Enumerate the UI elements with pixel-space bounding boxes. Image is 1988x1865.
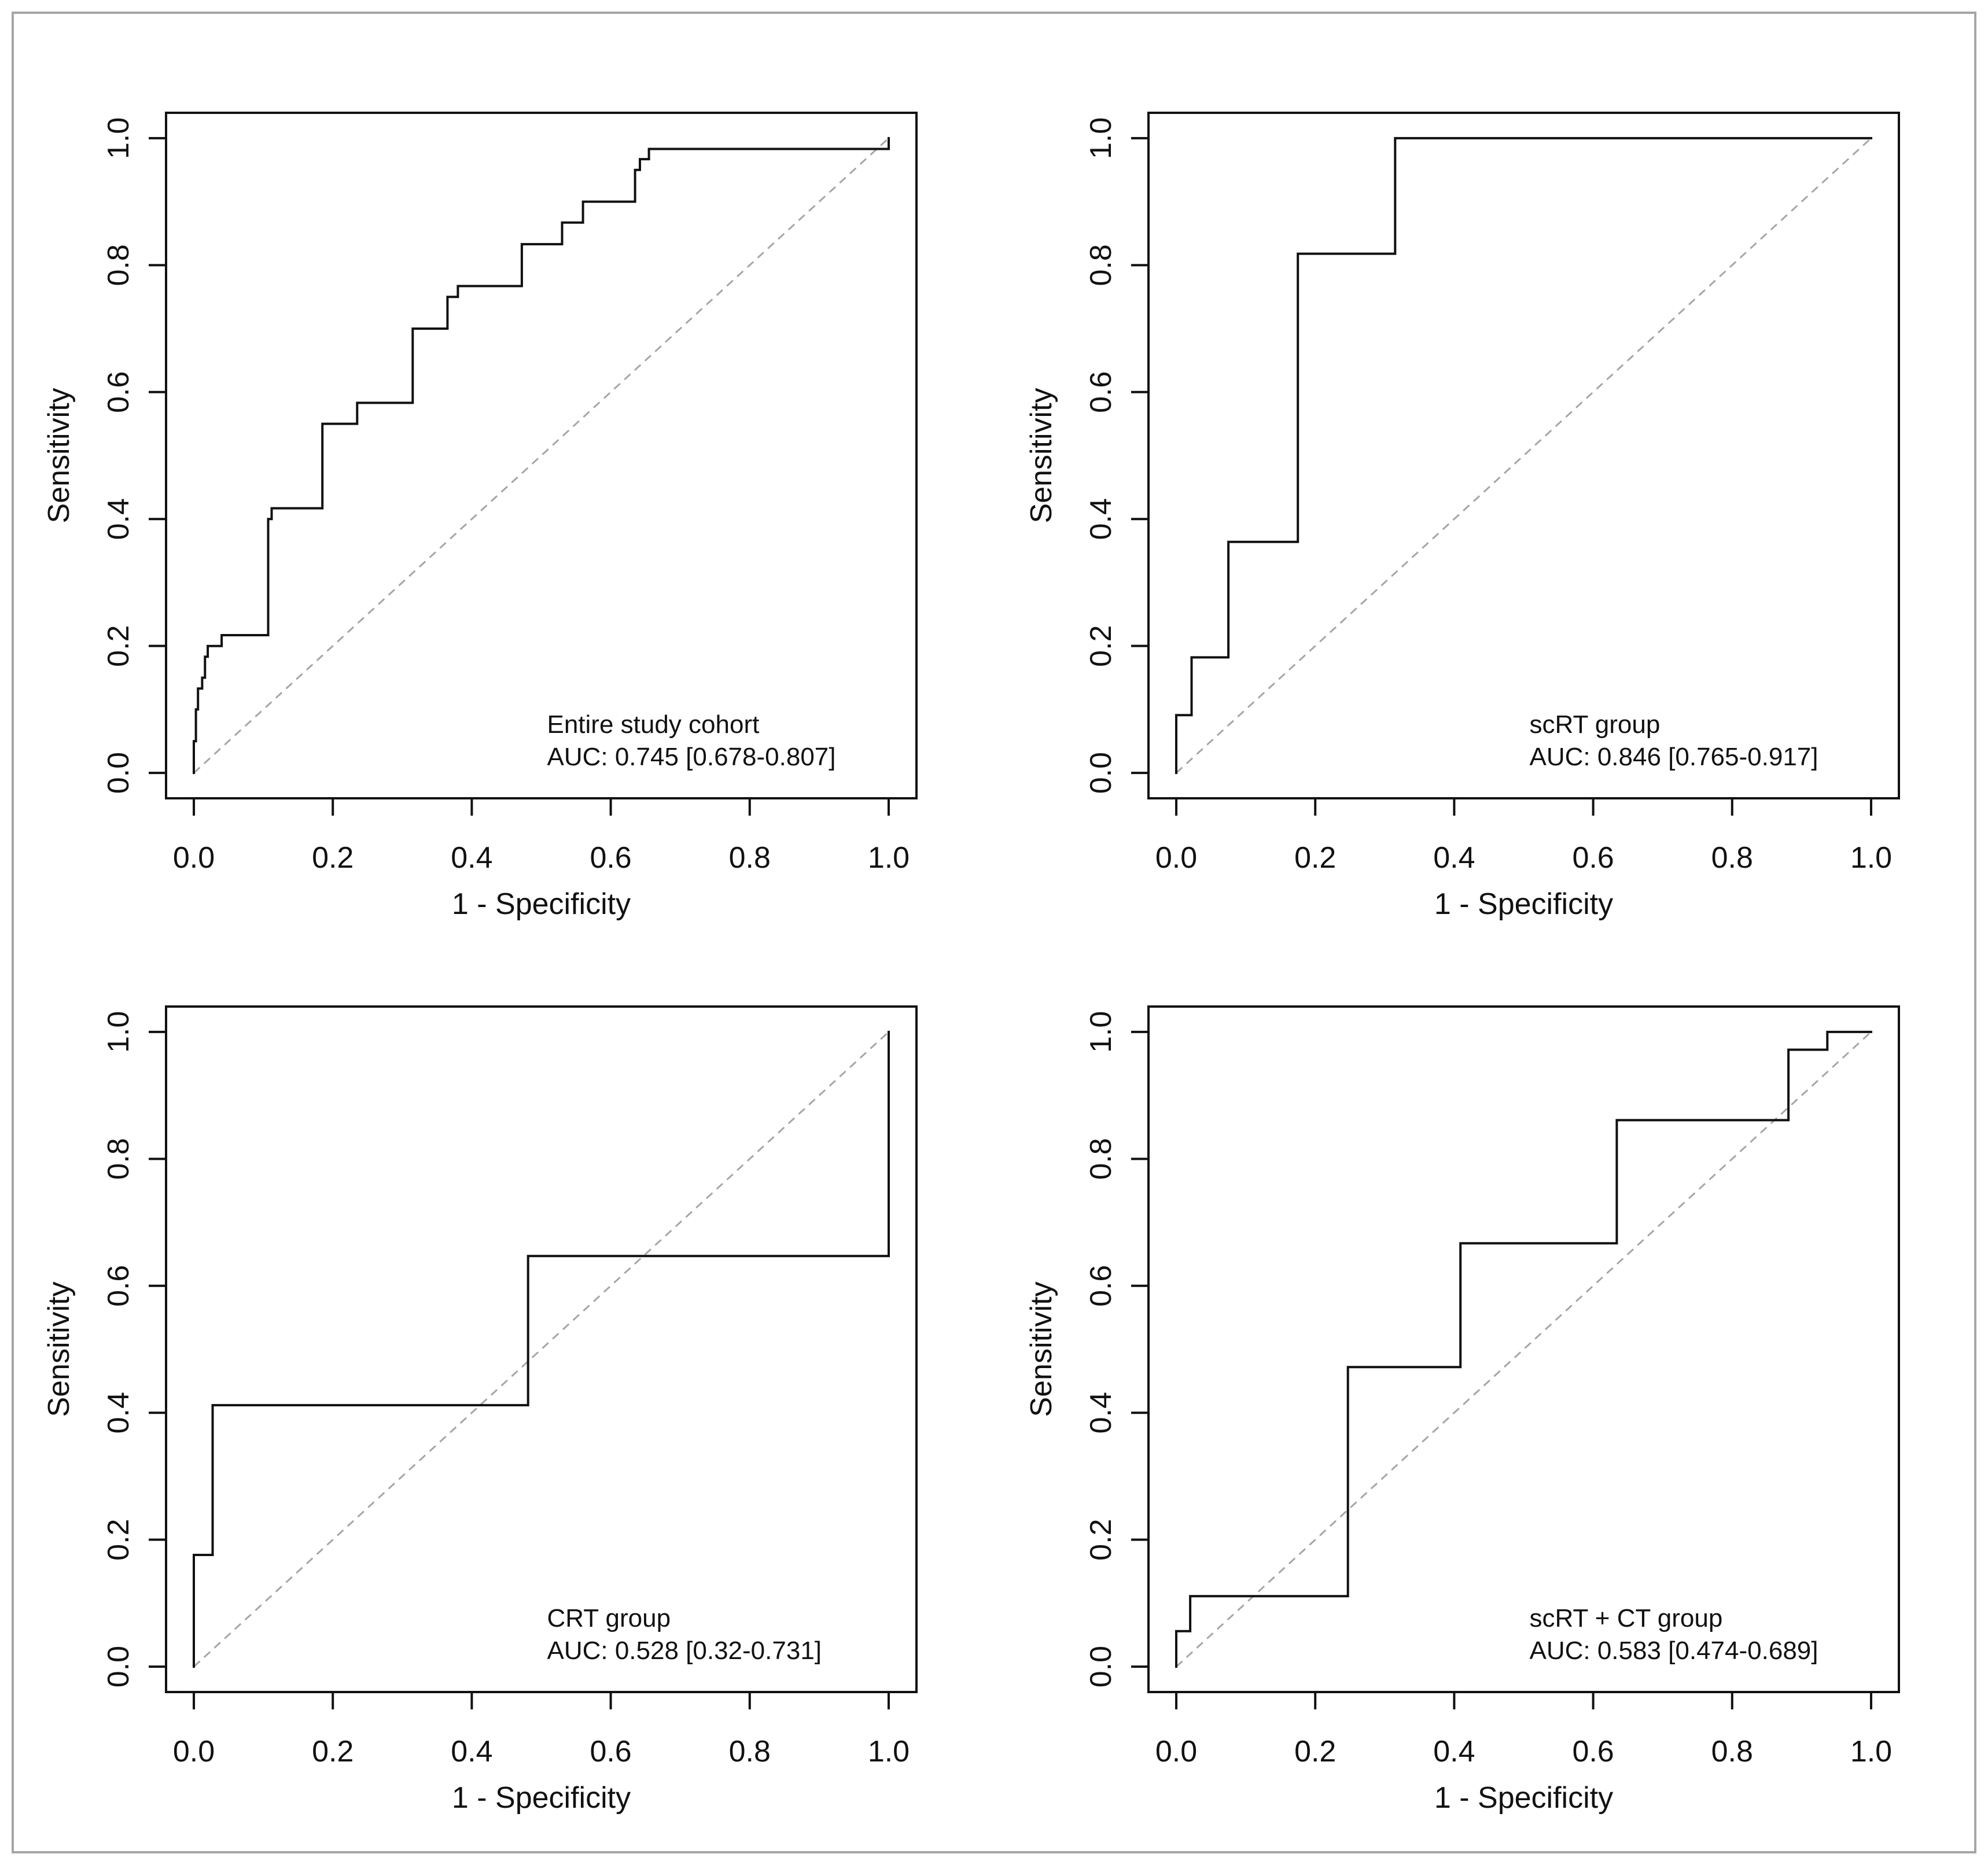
y-tick-label: 1.0: [1084, 117, 1118, 159]
y-tick-label: 0.4: [1084, 1392, 1118, 1433]
x-tick-label: 0.4: [451, 841, 492, 875]
y-tick-label: 0.8: [1084, 1138, 1118, 1180]
roc-panel-2: 0.0 0.2 0.4 0.6 0.8 1.0 0.0 0.2 0.4 0.6 0.8 1.0 1 - …: [1025, 112, 1900, 921]
y-tick-label: 0.0: [1084, 752, 1118, 794]
y-tick-label: 0.0: [1084, 1646, 1118, 1687]
y-tick-label: 1.0: [102, 1011, 135, 1053]
x-tick-label: 1.0: [1850, 841, 1892, 875]
y-tick-label: 0.8: [1084, 244, 1118, 286]
x-tick-label: 0.6: [1572, 841, 1614, 875]
x-axis-title: 1 - Specificity: [452, 1781, 631, 1815]
legend-auc-label: AUC: 0.583 [0.474-0.689]: [1529, 1637, 1818, 1665]
chance-diagonal-line: [1176, 1031, 1872, 1668]
chance-diagonal-line: [193, 1031, 889, 1668]
x-tick-label: 0.8: [1711, 841, 1753, 875]
roc-panel-3: 0.0 0.2 0.4 0.6 0.8 1.0 0.0 0.2 0.4 0.6 0.8 1.0 1 - …: [42, 1005, 918, 1815]
x-tick-label: 0.0: [173, 841, 215, 875]
roc-curve-line: [1175, 1030, 1872, 1668]
legend-group-label: scRT group: [1529, 710, 1660, 739]
legend-group-label: Entire study cohort: [547, 710, 759, 739]
y-axis-title: Sensitivity: [42, 1281, 76, 1417]
y-tick-label: 0.8: [102, 244, 135, 286]
y-tick-label: 0.6: [1084, 371, 1118, 413]
x-tick-label: 0.0: [1155, 841, 1197, 875]
legend-auc-label: AUC: 0.846 [0.765-0.917]: [1529, 743, 1818, 771]
x-tick-label: 0.2: [312, 841, 354, 875]
x-axis-title: 1 - Specificity: [452, 887, 631, 921]
y-tick-label: 1.0: [102, 117, 135, 159]
roc-curve-line: [1175, 137, 1872, 775]
x-tick-label: 0.2: [312, 1735, 354, 1768]
chance-diagonal-line: [1176, 137, 1872, 774]
legend-auc-label: AUC: 0.528 [0.32-0.731]: [547, 1637, 822, 1665]
y-tick-label: 0.6: [1084, 1265, 1118, 1307]
y-tick-label: 0.8: [102, 1138, 135, 1180]
y-tick-label: 0.2: [102, 625, 135, 667]
y-axis-title: Sensitivity: [1025, 388, 1058, 523]
y-tick-label: 0.2: [1084, 1519, 1118, 1561]
y-tick-label: 0.2: [1084, 625, 1118, 667]
x-tick-label: 1.0: [868, 841, 910, 875]
y-axis-title: Sensitivity: [1025, 1281, 1058, 1417]
x-tick-label: 0.8: [1711, 1735, 1753, 1768]
y-tick-label: 0.4: [102, 498, 135, 540]
y-axis-title: Sensitivity: [42, 388, 76, 523]
legend-group-label: scRT + CT group: [1529, 1604, 1722, 1632]
x-tick-label: 0.6: [590, 841, 631, 875]
x-axis-title: 1 - Specificity: [1434, 1781, 1613, 1815]
x-tick-label: 0.4: [1433, 1735, 1475, 1768]
roc-curve-line: [193, 1030, 890, 1668]
x-tick-label: 0.6: [590, 1735, 631, 1768]
x-tick-label: 0.0: [1155, 1735, 1197, 1768]
x-axis-title: 1 - Specificity: [1434, 887, 1613, 921]
y-tick-label: 0.0: [102, 1646, 135, 1687]
x-tick-label: 0.0: [173, 1735, 215, 1768]
x-tick-label: 0.8: [729, 841, 771, 875]
x-tick-label: 0.2: [1294, 841, 1336, 875]
roc-panel-4: 0.0 0.2 0.4 0.6 0.8 1.0 0.0 0.2 0.4 0.6 0.8 1.0 1 - …: [1025, 1005, 1900, 1815]
y-tick-label: 0.2: [102, 1519, 135, 1561]
y-tick-label: 0.6: [102, 371, 135, 413]
x-tick-label: 1.0: [868, 1735, 910, 1768]
chance-diagonal-line: [193, 137, 889, 774]
y-tick-label: 0.6: [102, 1265, 135, 1307]
y-tick-label: 0.4: [1084, 498, 1118, 540]
y-tick-label: 0.0: [102, 752, 135, 794]
roc-panel-1: 0.0 0.2 0.4 0.6 0.8 1.0 0.0 0.2 0.4 0.6 0.8 1.0 1 - …: [42, 112, 918, 921]
x-tick-label: 0.8: [729, 1735, 771, 1768]
x-tick-label: 0.2: [1294, 1735, 1336, 1768]
x-tick-label: 0.4: [1433, 841, 1475, 875]
x-tick-label: 0.6: [1572, 1735, 1614, 1768]
figure-border: [12, 12, 1976, 1853]
roc-curve-line: [193, 137, 890, 775]
legend-auc-label: AUC: 0.745 [0.678-0.807]: [547, 743, 835, 771]
y-tick-label: 0.4: [102, 1392, 135, 1433]
y-tick-label: 1.0: [1084, 1011, 1118, 1053]
x-tick-label: 1.0: [1850, 1735, 1892, 1768]
legend-group-label: CRT group: [547, 1604, 671, 1632]
x-tick-label: 0.4: [451, 1735, 492, 1768]
